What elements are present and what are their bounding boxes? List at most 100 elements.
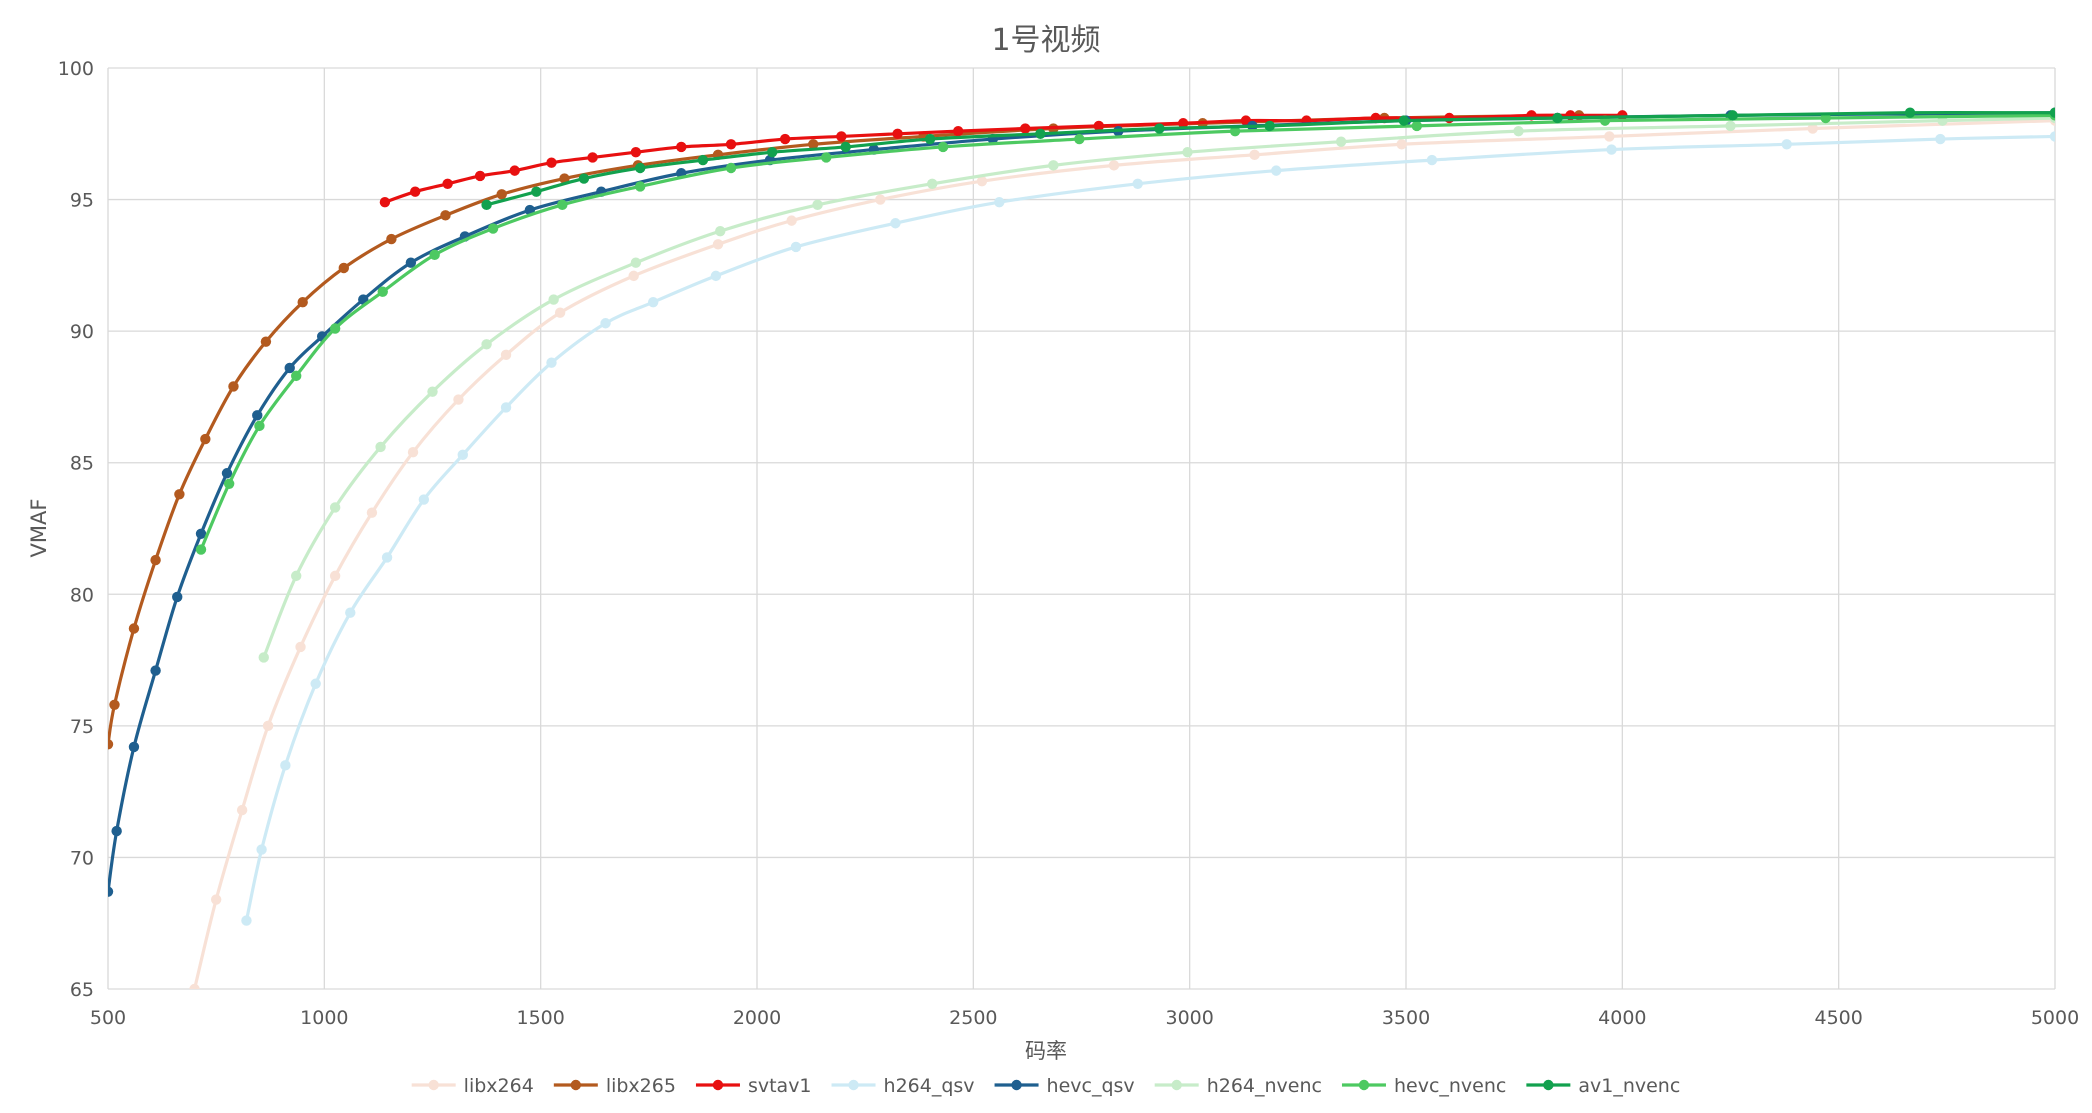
data-point-hevc-nvenc	[254, 420, 265, 432]
legend: libx264 libx265 svtav1 h264_qsv hevc_qsv h264…	[411, 1075, 1680, 1097]
data-point-h264-qsv	[1606, 144, 1617, 155]
data-point-libx264	[1807, 123, 1818, 134]
legend-item-svtav1[interactable]: svtav1	[695, 1075, 812, 1097]
data-point-libx264	[262, 720, 274, 732]
data-point-libx265	[496, 189, 507, 200]
data-point-libx265	[559, 173, 570, 184]
y-axis-title: VMAF	[27, 499, 51, 558]
legend-marker-dot	[1011, 1079, 1022, 1091]
data-point-svtav1	[509, 165, 520, 176]
y-tick-label: 70	[70, 847, 94, 869]
data-point-h264-nvenc	[1513, 125, 1524, 137]
data-point-libx264	[329, 570, 341, 582]
y-tick-label: 95	[70, 190, 94, 212]
data-point-av1-nvenc	[1727, 110, 1738, 121]
data-point-h264-qsv	[1781, 139, 1792, 150]
data-point-libx264	[976, 175, 988, 187]
data-point-hevc-nvenc	[1074, 133, 1085, 145]
data-point-h264-qsv	[647, 296, 659, 308]
data-point-libx265	[200, 433, 211, 445]
series-hevc-qsv	[108, 107, 2055, 897]
chart-title: 1号视频	[991, 23, 1100, 58]
x-tick-label: 4500	[1814, 1007, 1862, 1029]
data-point-hevc-nvenc	[291, 370, 302, 382]
data-point-libx265	[128, 623, 140, 634]
data-point-h264-qsv	[310, 678, 321, 689]
data-point-h264-qsv	[994, 197, 1005, 208]
data-point-h264-qsv	[345, 607, 356, 618]
data-point-hevc-nvenc	[377, 286, 388, 297]
legend-item-h264-qsv[interactable]: h264_qsv	[831, 1075, 975, 1097]
legend-marker-dot	[848, 1079, 859, 1091]
data-point-libx265	[174, 489, 185, 500]
data-point-h264-qsv	[1271, 165, 1282, 176]
data-point-libx265	[109, 699, 120, 711]
data-point-h264-nvenc	[1725, 120, 1736, 132]
data-point-hevc-nvenc	[487, 223, 499, 234]
x-tick-label: 500	[90, 1007, 126, 1029]
data-point-libx265	[260, 336, 272, 347]
data-point-h264-qsv	[710, 270, 722, 282]
data-point-hevc-nvenc	[557, 199, 568, 211]
data-point-libx265	[150, 554, 161, 566]
data-point-svtav1	[630, 147, 642, 158]
legend-item-hevc-nvenc[interactable]: hevc_nvenc	[1341, 1075, 1506, 1097]
data-point-svtav1	[1177, 118, 1189, 129]
data-point-av1-nvenc	[634, 162, 646, 174]
legend-item-hevc-qsv[interactable]: hevc_qsv	[994, 1075, 1135, 1097]
y-tick-label: 85	[70, 453, 94, 475]
data-point-hevc-nvenc	[821, 152, 832, 163]
data-point-h264-qsv	[280, 760, 291, 771]
legend-marker-dot	[570, 1079, 582, 1091]
data-point-svtav1	[587, 152, 598, 163]
data-point-h264-nvenc	[630, 257, 642, 268]
x-tick-label: 3000	[1165, 1007, 1213, 1029]
data-point-av1-nvenc	[697, 154, 709, 166]
data-point-h264-qsv	[546, 357, 557, 368]
legend-marker-dot	[712, 1079, 724, 1091]
data-point-h264-nvenc	[927, 178, 938, 189]
data-point-libx264	[875, 194, 886, 205]
legend-item-av1-nvenc[interactable]: av1_nvenc	[1526, 1075, 1680, 1097]
data-point-svtav1	[1093, 120, 1105, 132]
data-point-libx264	[500, 349, 512, 361]
data-point-av1-nvenc	[924, 133, 936, 145]
data-point-h264-qsv	[600, 318, 611, 329]
data-point-hevc-nvenc	[429, 249, 440, 261]
data-point-hevc-nvenc	[634, 181, 646, 192]
data-point-h264-nvenc	[329, 502, 341, 513]
data-point-hevc-nvenc	[195, 544, 207, 555]
data-point-h264-qsv	[381, 552, 393, 563]
legend-item-h264-nvenc[interactable]: h264_nvenc	[1154, 1075, 1322, 1097]
data-point-svtav1	[379, 197, 391, 208]
legend-item-libx265[interactable]: libx265	[553, 1075, 676, 1097]
data-point-svtav1	[1020, 123, 1031, 134]
x-tick-label: 5000	[2031, 1007, 2079, 1029]
data-point-libx264	[407, 446, 419, 458]
data-point-av1-nvenc	[578, 173, 590, 184]
data-point-h264-nvenc	[1335, 136, 1347, 147]
x-tick-label: 2500	[949, 1007, 997, 1029]
series-h264-qsv	[241, 131, 2055, 926]
data-point-hevc-nvenc	[1411, 120, 1423, 132]
data-point-libx265	[297, 296, 308, 308]
data-point-svtav1	[442, 178, 453, 189]
legend-item-libx264[interactable]: libx264	[411, 1075, 534, 1097]
data-point-h264-nvenc	[481, 339, 492, 350]
data-point-libx264	[210, 894, 222, 905]
data-point-h264-qsv	[241, 915, 252, 926]
series-h264-nvenc	[258, 112, 2055, 663]
data-point-h264-nvenc	[427, 386, 438, 397]
legend-label: libx265	[606, 1075, 676, 1097]
data-point-hevc-nvenc	[1229, 125, 1241, 137]
data-point-h264-nvenc	[291, 570, 302, 582]
series-line-hevc-nvenc	[199, 113, 2055, 552]
data-point-libx265	[808, 139, 819, 150]
data-point-hevc-qsv	[252, 410, 263, 421]
data-point-av1-nvenc	[1398, 115, 1410, 126]
tick-labels: 65 70 75 80 85 90 95 100 500 1000 1500 2000 2500 3000…	[58, 58, 2079, 1029]
data-point-hevc-qsv	[172, 591, 183, 603]
legend-label: h264_qsv	[884, 1075, 975, 1097]
